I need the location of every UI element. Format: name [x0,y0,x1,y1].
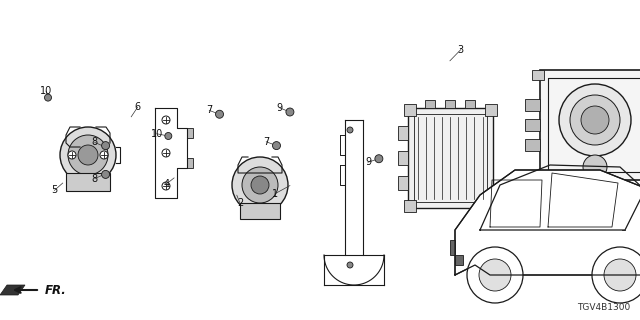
Polygon shape [0,285,25,295]
Text: 9: 9 [276,103,283,113]
Polygon shape [455,170,640,275]
Bar [403,200,415,212]
Bar [413,114,486,202]
Bar [532,170,544,180]
Bar [240,203,280,219]
Circle shape [45,94,51,101]
Circle shape [273,141,280,150]
Bar [465,100,475,108]
Bar [403,104,415,116]
Text: 8: 8 [92,137,98,148]
Bar [484,200,497,212]
Text: 5: 5 [51,185,58,196]
Bar [397,176,408,190]
Circle shape [68,135,108,175]
Circle shape [347,262,353,268]
Bar [187,128,193,138]
Circle shape [162,182,170,190]
Circle shape [467,247,523,303]
Circle shape [570,95,620,145]
Bar [397,126,408,140]
Circle shape [232,157,288,213]
Bar [540,70,640,180]
Circle shape [479,259,511,291]
Text: 6: 6 [134,102,141,112]
Circle shape [251,176,269,194]
Text: FR.: FR. [45,284,67,297]
Bar [525,99,540,111]
Text: 1: 1 [272,188,278,199]
Circle shape [162,116,170,124]
Bar [450,240,455,255]
Text: 7: 7 [263,137,269,147]
Text: 4: 4 [163,179,170,189]
Circle shape [100,151,108,159]
Text: 7: 7 [206,105,212,116]
Circle shape [286,108,294,116]
Text: TGV4B1300: TGV4B1300 [577,303,630,312]
Text: 9: 9 [365,157,371,167]
Bar [525,119,540,131]
Bar [425,100,435,108]
Circle shape [165,132,172,140]
Circle shape [162,149,170,157]
Bar [548,78,640,172]
Text: 3: 3 [458,44,464,55]
Text: 2: 2 [237,198,243,208]
Circle shape [216,110,223,118]
Circle shape [375,155,383,163]
Circle shape [559,84,631,156]
Bar [445,100,455,108]
Circle shape [102,141,109,150]
Circle shape [68,151,76,159]
Bar [532,70,544,80]
Circle shape [583,155,607,179]
Circle shape [242,167,278,203]
Bar [455,255,463,265]
Circle shape [102,171,109,179]
Text: 10: 10 [150,129,163,139]
Circle shape [592,247,640,303]
Circle shape [347,127,353,133]
Text: 8: 8 [92,173,98,184]
Bar [66,173,110,191]
Circle shape [78,145,98,165]
Bar [187,158,193,168]
Bar [408,108,493,208]
Circle shape [604,259,636,291]
Bar [397,151,408,165]
Circle shape [60,127,116,183]
Circle shape [581,106,609,134]
Text: 10: 10 [40,86,52,96]
Bar [525,139,540,151]
Bar [484,104,497,116]
